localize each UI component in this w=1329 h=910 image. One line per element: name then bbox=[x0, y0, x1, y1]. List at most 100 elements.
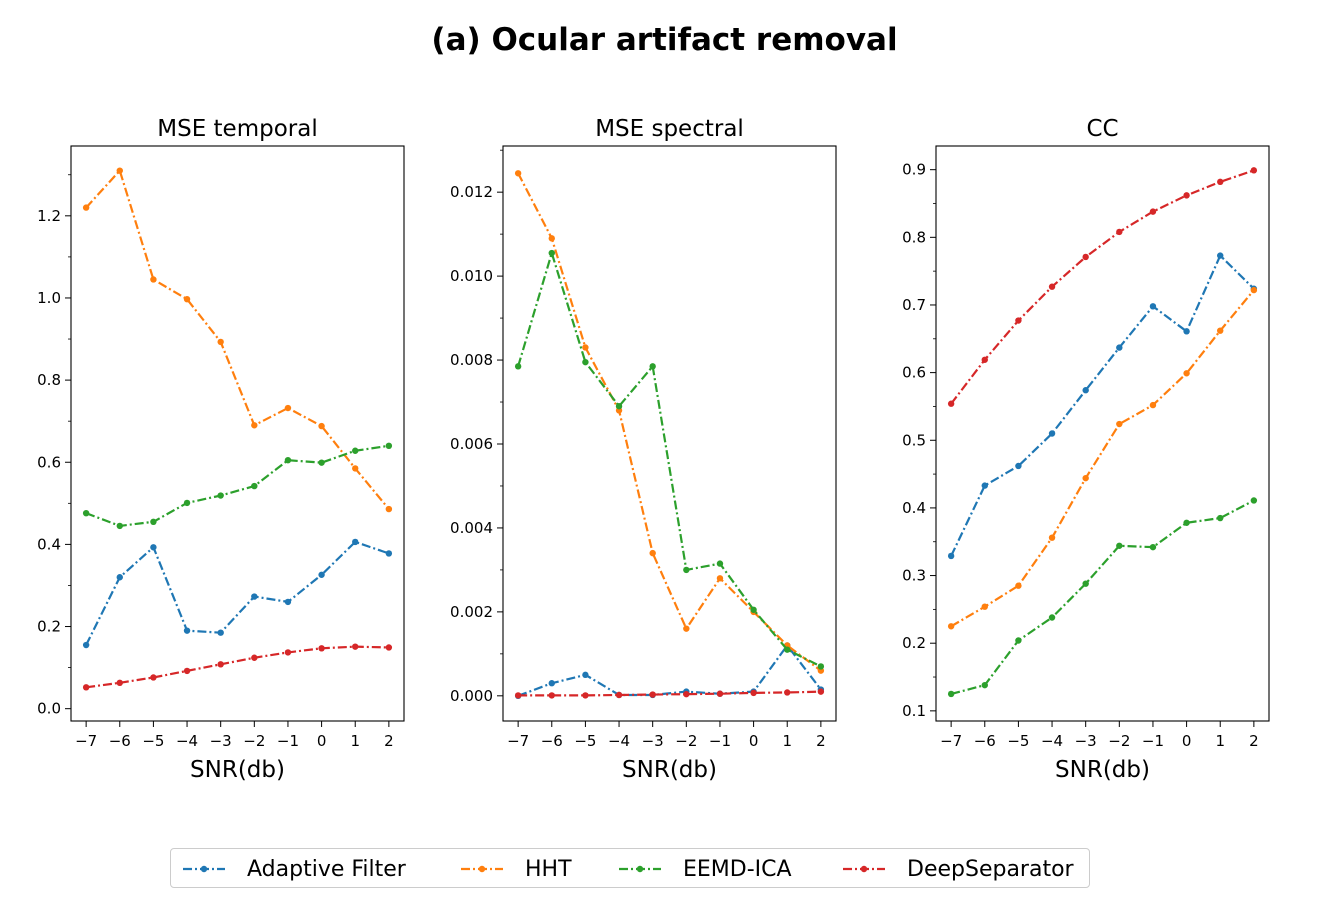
data-point bbox=[385, 505, 393, 513]
x-tick-label: −4 bbox=[1041, 732, 1063, 750]
data-point bbox=[582, 671, 589, 679]
data-point bbox=[750, 606, 757, 613]
series-line-adaptive-filter bbox=[85, 540, 390, 646]
data-point bbox=[1116, 344, 1123, 351]
x-tick-label: −3 bbox=[1075, 732, 1097, 750]
y-tick-label: 1.0 bbox=[37, 289, 61, 307]
data-point bbox=[183, 627, 191, 634]
data-point bbox=[1250, 497, 1258, 504]
data-point bbox=[1217, 514, 1224, 522]
data-point bbox=[318, 571, 325, 578]
x-axis-label: SNR(db) bbox=[190, 757, 285, 783]
data-point bbox=[318, 459, 325, 466]
data-point bbox=[649, 691, 656, 698]
legend-entry-adaptive-filter: Adaptive Filter bbox=[181, 849, 406, 889]
data-point bbox=[1183, 370, 1190, 377]
data-point bbox=[548, 249, 555, 257]
data-point bbox=[385, 550, 393, 557]
data-point bbox=[284, 598, 292, 606]
chart-panel-mse-spectral: MSE spectral −7 −6 −5 −4 −3 −2 −1 0 1 2 SNR(db) 0.00… bbox=[450, 116, 837, 783]
data-point bbox=[1116, 228, 1123, 236]
data-point bbox=[514, 692, 522, 699]
x-tick-label: −3 bbox=[210, 732, 232, 750]
legend-entry-eemd-ica: EEMD-ICA bbox=[617, 849, 792, 889]
series-deepseparator bbox=[514, 688, 825, 699]
data-point bbox=[947, 552, 955, 560]
data-point bbox=[318, 422, 325, 430]
series-line-eemd-ica bbox=[517, 251, 822, 668]
data-point bbox=[981, 603, 988, 610]
data-point bbox=[1082, 387, 1089, 394]
data-point bbox=[649, 549, 656, 557]
x-tick-label: 2 bbox=[1249, 732, 1259, 750]
series-line-deepseparator bbox=[85, 645, 389, 689]
chart-title: MSE spectral bbox=[595, 116, 744, 142]
series-line-adaptive-filter bbox=[950, 254, 1255, 557]
data-point bbox=[284, 456, 292, 464]
data-point bbox=[784, 646, 791, 653]
x-tick-label: −1 bbox=[277, 732, 299, 750]
legend-label: Adaptive Filter bbox=[247, 856, 406, 882]
x-tick-label: −7 bbox=[940, 732, 962, 750]
x-tick-label: 1 bbox=[350, 732, 360, 750]
x-tick-label: −1 bbox=[1142, 732, 1164, 750]
x-tick-label: −2 bbox=[675, 732, 697, 750]
data-point bbox=[217, 338, 224, 346]
legend-marker-icon bbox=[843, 865, 885, 873]
data-point bbox=[183, 295, 191, 303]
data-point bbox=[947, 690, 955, 698]
series-eemd-ica bbox=[82, 442, 393, 530]
data-point bbox=[582, 692, 589, 699]
data-point bbox=[981, 482, 988, 489]
data-point bbox=[1149, 401, 1157, 409]
legend-entry-hht: HHT bbox=[459, 849, 572, 889]
series-adaptive-filter bbox=[947, 252, 1258, 560]
data-point bbox=[683, 625, 690, 632]
data-point bbox=[217, 492, 224, 499]
chart-title: MSE temporal bbox=[157, 116, 317, 142]
legend-label: EEMD-ICA bbox=[683, 856, 792, 882]
data-point bbox=[251, 482, 258, 490]
y-tick-label: 0.7 bbox=[902, 296, 926, 314]
data-point bbox=[1149, 208, 1157, 215]
data-point bbox=[1250, 286, 1258, 294]
data-point bbox=[1082, 474, 1089, 482]
data-point bbox=[716, 560, 724, 567]
x-tick-label: 0 bbox=[749, 732, 759, 750]
x-tick-label: −6 bbox=[109, 732, 131, 750]
y-tick-label: 0.9 bbox=[902, 161, 926, 179]
data-point bbox=[385, 442, 393, 450]
series-adaptive-filter bbox=[82, 538, 393, 649]
data-point bbox=[1015, 462, 1022, 470]
y-tick-label: 0.0 bbox=[37, 700, 61, 718]
y-tick-label: 0.008 bbox=[450, 351, 493, 369]
data-point bbox=[1048, 430, 1056, 437]
legend-label: HHT bbox=[525, 856, 572, 882]
data-point bbox=[385, 644, 393, 651]
legend-marker-icon bbox=[619, 865, 661, 873]
data-point bbox=[683, 690, 690, 698]
data-point bbox=[750, 689, 757, 697]
data-point bbox=[183, 667, 191, 675]
data-point bbox=[352, 465, 359, 472]
series-line-hht bbox=[517, 172, 822, 672]
data-point bbox=[1149, 543, 1157, 551]
data-point bbox=[582, 358, 589, 366]
data-point bbox=[1048, 614, 1056, 621]
x-tick-label: 0 bbox=[1182, 732, 1192, 750]
data-point bbox=[82, 641, 90, 649]
data-point bbox=[284, 649, 292, 656]
x-axis-label: SNR(db) bbox=[1055, 757, 1150, 783]
plot-area-frame bbox=[935, 145, 1270, 722]
data-point bbox=[548, 692, 555, 699]
data-point bbox=[649, 363, 656, 370]
x-tick-label: −7 bbox=[75, 732, 97, 750]
y-tick-label: 0.2 bbox=[37, 618, 61, 636]
data-point bbox=[150, 518, 157, 526]
y-tick-label: 0.002 bbox=[450, 603, 493, 621]
series-hht bbox=[82, 167, 393, 513]
x-tick-label: −6 bbox=[974, 732, 996, 750]
data-point bbox=[217, 661, 224, 668]
x-tick-label: 1 bbox=[782, 732, 792, 750]
